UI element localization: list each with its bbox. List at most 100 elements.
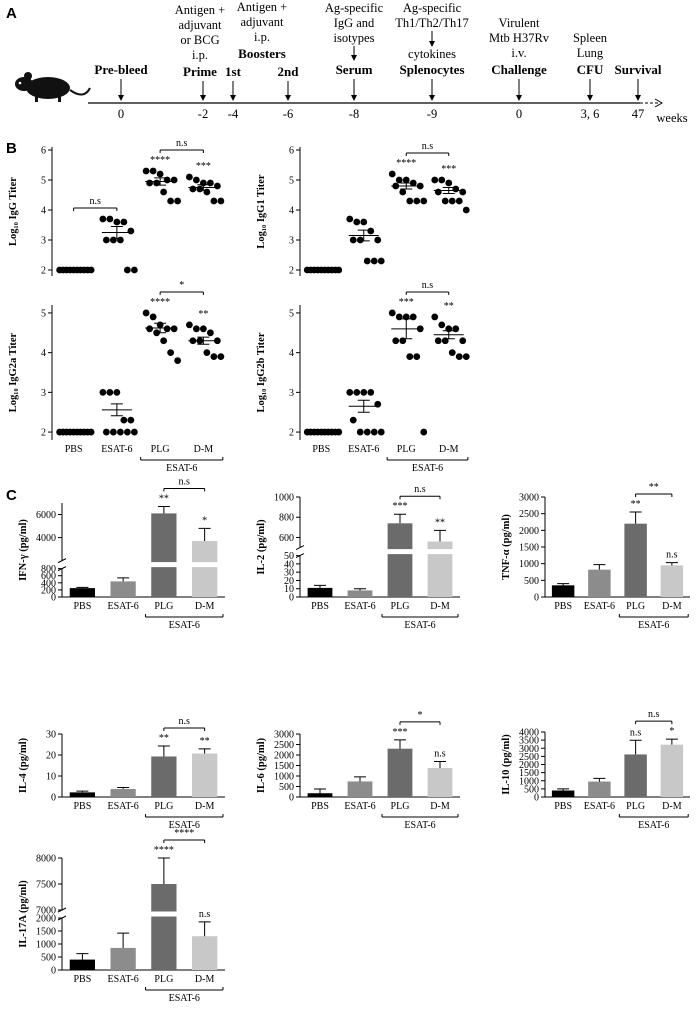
bar bbox=[69, 588, 96, 597]
data-point bbox=[149, 167, 157, 175]
error-bar bbox=[76, 586, 89, 589]
bar bbox=[191, 753, 218, 797]
significance-label: n.s bbox=[630, 727, 642, 738]
bar bbox=[624, 523, 647, 597]
data-point bbox=[434, 188, 442, 196]
data-point bbox=[156, 170, 164, 178]
timeline-note: i.p. bbox=[192, 48, 208, 62]
axis-break-gap bbox=[190, 562, 219, 568]
data-point bbox=[370, 257, 378, 265]
bar bbox=[110, 581, 136, 597]
x-tick-label: ESAT-6 bbox=[107, 601, 138, 612]
data-point bbox=[335, 428, 343, 436]
data-point bbox=[146, 179, 154, 187]
significance-label: **** bbox=[154, 845, 174, 856]
data-point bbox=[452, 185, 460, 193]
sem-bar bbox=[357, 229, 370, 242]
data-point bbox=[367, 227, 375, 235]
group-label: ESAT-6 bbox=[169, 820, 200, 831]
x-tick-label: PBS bbox=[73, 974, 91, 985]
bar bbox=[551, 585, 575, 597]
error-bar bbox=[665, 562, 678, 566]
error-bar bbox=[665, 738, 678, 745]
data-point bbox=[377, 428, 385, 436]
error-bar bbox=[394, 739, 406, 749]
bar bbox=[347, 781, 373, 797]
sem-bar bbox=[110, 403, 123, 417]
data-point bbox=[349, 416, 357, 424]
comparison-label: n.s bbox=[179, 716, 191, 727]
data-point bbox=[413, 353, 421, 361]
timeline-label: Survival bbox=[615, 62, 662, 77]
error-bar bbox=[198, 748, 211, 754]
data-point bbox=[217, 353, 225, 361]
error-bar bbox=[354, 588, 366, 591]
data-point bbox=[363, 257, 371, 265]
significance-label: *** bbox=[196, 161, 211, 172]
data-point bbox=[217, 197, 225, 205]
y-tick-label: 0 bbox=[51, 966, 56, 977]
x-tick-label: PBS bbox=[73, 801, 91, 812]
y-tick-label: 3 bbox=[289, 236, 294, 247]
significance-label: ** bbox=[200, 736, 210, 747]
axis-break-mark bbox=[295, 545, 305, 551]
data-point bbox=[459, 188, 467, 196]
data-point bbox=[431, 176, 439, 184]
y-axis-label: IL-17A (pg/ml) bbox=[18, 880, 29, 948]
data-point bbox=[170, 176, 178, 184]
data-point bbox=[185, 321, 193, 329]
error-bar bbox=[557, 583, 570, 586]
y-tick-label: 3000 bbox=[274, 730, 294, 741]
data-point bbox=[185, 173, 193, 181]
data-point bbox=[192, 325, 200, 333]
data-point bbox=[455, 197, 463, 205]
data-point bbox=[360, 218, 368, 226]
timeline-time: 47 bbox=[632, 107, 645, 121]
significance-label: ** bbox=[159, 733, 169, 744]
timeline-arrow-head bbox=[429, 95, 435, 101]
error-bar bbox=[157, 857, 170, 884]
bar bbox=[307, 587, 333, 597]
y-tick-label: 500 bbox=[279, 782, 294, 793]
timeline-note: i.v. bbox=[511, 46, 526, 60]
x-tick-label: PLG bbox=[391, 601, 410, 612]
axis-break-gap bbox=[150, 562, 178, 568]
data-point bbox=[388, 170, 396, 178]
data-point bbox=[199, 325, 207, 333]
panel-label: C bbox=[6, 487, 17, 504]
significance-label: n.s bbox=[199, 909, 211, 920]
data-point bbox=[120, 218, 128, 226]
axis-break-mark bbox=[57, 558, 67, 564]
timeline-note: Th1/Th2/Th17 bbox=[395, 16, 469, 30]
timeline-arrow-head bbox=[351, 95, 357, 101]
x-tick-label: PBS bbox=[311, 601, 329, 612]
comparison-label: n.s bbox=[648, 709, 660, 720]
y-tick-label: 7000 bbox=[36, 906, 56, 917]
data-point bbox=[99, 215, 107, 223]
data-point bbox=[123, 266, 131, 274]
data-point bbox=[130, 428, 138, 436]
timeline-sublabel: 1st bbox=[225, 64, 242, 79]
x-tick-label: PBS bbox=[312, 444, 330, 455]
y-tick-label: 2000 bbox=[519, 526, 539, 537]
x-tick-label: PLG bbox=[626, 801, 645, 812]
data-point bbox=[210, 197, 218, 205]
timeline-time: -9 bbox=[427, 107, 437, 121]
error-bar bbox=[557, 788, 570, 791]
data-point bbox=[146, 325, 154, 333]
x-tick-label: PLG bbox=[154, 601, 173, 612]
data-point bbox=[367, 388, 375, 396]
y-tick-label: 0 bbox=[289, 593, 294, 604]
y-tick-label: 4 bbox=[41, 348, 46, 359]
timeline-note: adjuvant bbox=[178, 18, 222, 32]
x-tick-label: ESAT-6 bbox=[107, 974, 138, 985]
group-label: ESAT-6 bbox=[166, 463, 197, 474]
bar bbox=[624, 754, 647, 797]
y-tick-label: 400 bbox=[41, 578, 56, 589]
significance-label: *** bbox=[393, 727, 408, 738]
y-axis-label: Log₁₀ IgG2b Titer bbox=[256, 332, 267, 412]
y-axis-label: TNF-α (pg/ml) bbox=[501, 514, 512, 580]
comparison-label: n.s bbox=[422, 141, 434, 152]
